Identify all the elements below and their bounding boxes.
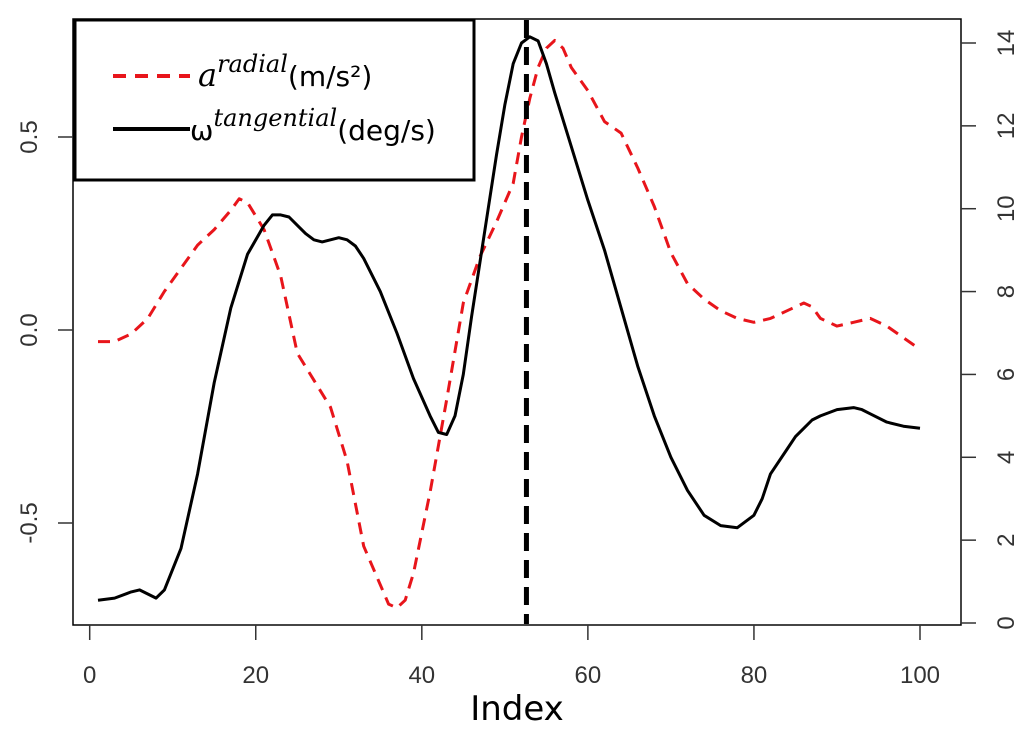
x-tick-label: 100 xyxy=(900,662,940,689)
legend: aradial(m/s²) ωtangential(deg/s) xyxy=(73,18,476,182)
y-left-tick-label: -0.5 xyxy=(16,502,43,543)
y-right-tick-label: 12 xyxy=(993,113,1020,140)
x-tick-label: 0 xyxy=(83,662,96,689)
y-right-tick-label: 2 xyxy=(993,533,1020,546)
series-layer xyxy=(97,35,921,610)
legend-radial-label: aradial(m/s²) xyxy=(198,50,372,94)
series-radial-line xyxy=(98,39,921,610)
y-left-tick-label: 0.0 xyxy=(16,313,43,346)
y-right-tick-label: 10 xyxy=(993,195,1020,222)
x-tick-label: 60 xyxy=(575,662,602,689)
x-axis-label: Index xyxy=(470,689,564,729)
x-tick-label: 80 xyxy=(741,662,768,689)
y-right-tick-label: 6 xyxy=(993,368,1020,381)
y-right-tick-label: 4 xyxy=(993,451,1020,464)
legend-tangential-label: ωtangential(deg/s) xyxy=(190,104,436,147)
series-tangential-line xyxy=(97,35,921,602)
x-axis: 0 20 40 60 80 100 xyxy=(83,624,940,689)
y-left-tick-label: 0.5 xyxy=(16,120,43,153)
y-right-tick-label: 14 xyxy=(993,30,1020,57)
x-tick-label: 40 xyxy=(408,662,435,689)
legend-box xyxy=(73,18,476,182)
y-axis-right: 0 2 4 6 8 10 12 14 xyxy=(960,30,1020,630)
y-right-tick-label: 8 xyxy=(993,285,1020,298)
y-axis-left: -0.5 0.0 0.5 xyxy=(16,120,73,544)
x-tick-label: 20 xyxy=(242,662,269,689)
y-right-tick-label: 0 xyxy=(993,616,1020,629)
